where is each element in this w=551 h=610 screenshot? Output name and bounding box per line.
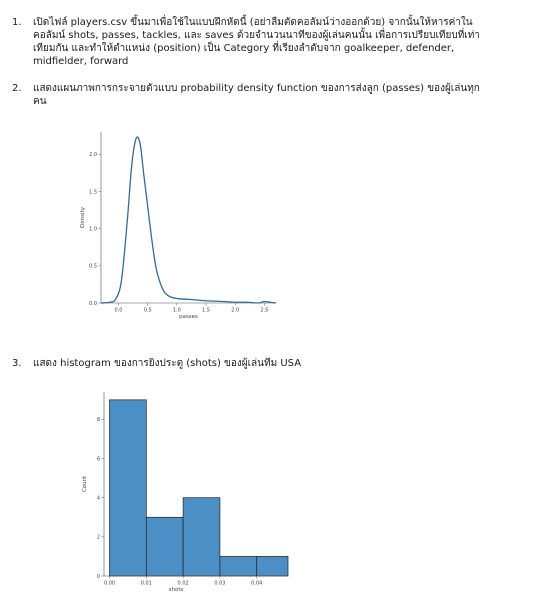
histogram-bar bbox=[256, 556, 289, 577]
item-number: 3. bbox=[12, 358, 22, 369]
x-tick-label: 1.0 bbox=[173, 308, 181, 314]
y-tick-label: 6 bbox=[97, 456, 100, 462]
x-tick-label: 2.0 bbox=[231, 308, 239, 314]
y-tick-label: 2 bbox=[97, 535, 100, 541]
histogram-chart: 0.00 0.01 0.02 0.03 0.04 0 2 4 6 8 shots Count bbox=[82, 392, 289, 593]
x-tick-label: 0.01 bbox=[141, 581, 152, 587]
kde-chart: 0.0 0.5 1.0 1.5 2.0 2.5 0.0 0.5 1.0 1.5 2.0 passes… bbox=[80, 132, 277, 320]
histogram-bar bbox=[145, 516, 184, 577]
y-tick-label: 1.5 bbox=[89, 189, 97, 195]
kde-line bbox=[100, 136, 277, 304]
y-tick-label: 8 bbox=[97, 417, 100, 423]
y-tick-label: 0.0 bbox=[89, 301, 97, 307]
x-tick-label: 0.03 bbox=[214, 581, 225, 587]
y-tick-label: 2.0 bbox=[89, 152, 97, 158]
y-tick-label: 0 bbox=[97, 574, 100, 580]
item-text-line: midfielder, forward bbox=[33, 56, 129, 67]
x-tick-label: 0.0 bbox=[115, 308, 123, 314]
x-tick-label: 0.04 bbox=[251, 581, 262, 587]
y-tick-label: 0.5 bbox=[89, 264, 97, 270]
histogram-bar bbox=[182, 497, 221, 577]
item-number: 1. bbox=[12, 17, 22, 28]
item-text-line: แสดงแผนภาพการกระจายตัวแบบ probability de… bbox=[33, 83, 480, 94]
x-axis-label: passes bbox=[179, 314, 198, 320]
item-number: 2. bbox=[12, 83, 22, 94]
item-text-line: คอลัมน์ shots, passes, tackles, และ save… bbox=[33, 30, 480, 41]
item-text-line: เทียมกัน และทำให้ตำแหน่ง (position) เป็น… bbox=[33, 43, 455, 54]
histogram-bar bbox=[219, 556, 258, 577]
histogram-bar bbox=[109, 399, 147, 577]
x-tick-label: 0.5 bbox=[144, 308, 152, 314]
y-tick-label: 4 bbox=[97, 496, 100, 502]
y-axis-label: Density bbox=[80, 206, 86, 228]
item-text-line: คน bbox=[33, 96, 47, 107]
x-axis-label: shots bbox=[169, 587, 184, 593]
x-tick-label: 1.5 bbox=[202, 308, 210, 314]
x-tick-label: 0.00 bbox=[104, 581, 115, 587]
y-tick-label: 1.0 bbox=[89, 226, 97, 232]
y-axis-label: Count bbox=[82, 475, 88, 492]
x-tick-label: 2.5 bbox=[260, 308, 268, 314]
x-tick-label: 0.02 bbox=[178, 581, 189, 587]
item-text-line: เปิดไฟล์ players.csv ขึ้นมาเพื่อใช้ในแบบ… bbox=[33, 17, 473, 28]
item-text-line: แสดง histogram ของการยิงประตู (shots) ขอ… bbox=[33, 358, 302, 369]
